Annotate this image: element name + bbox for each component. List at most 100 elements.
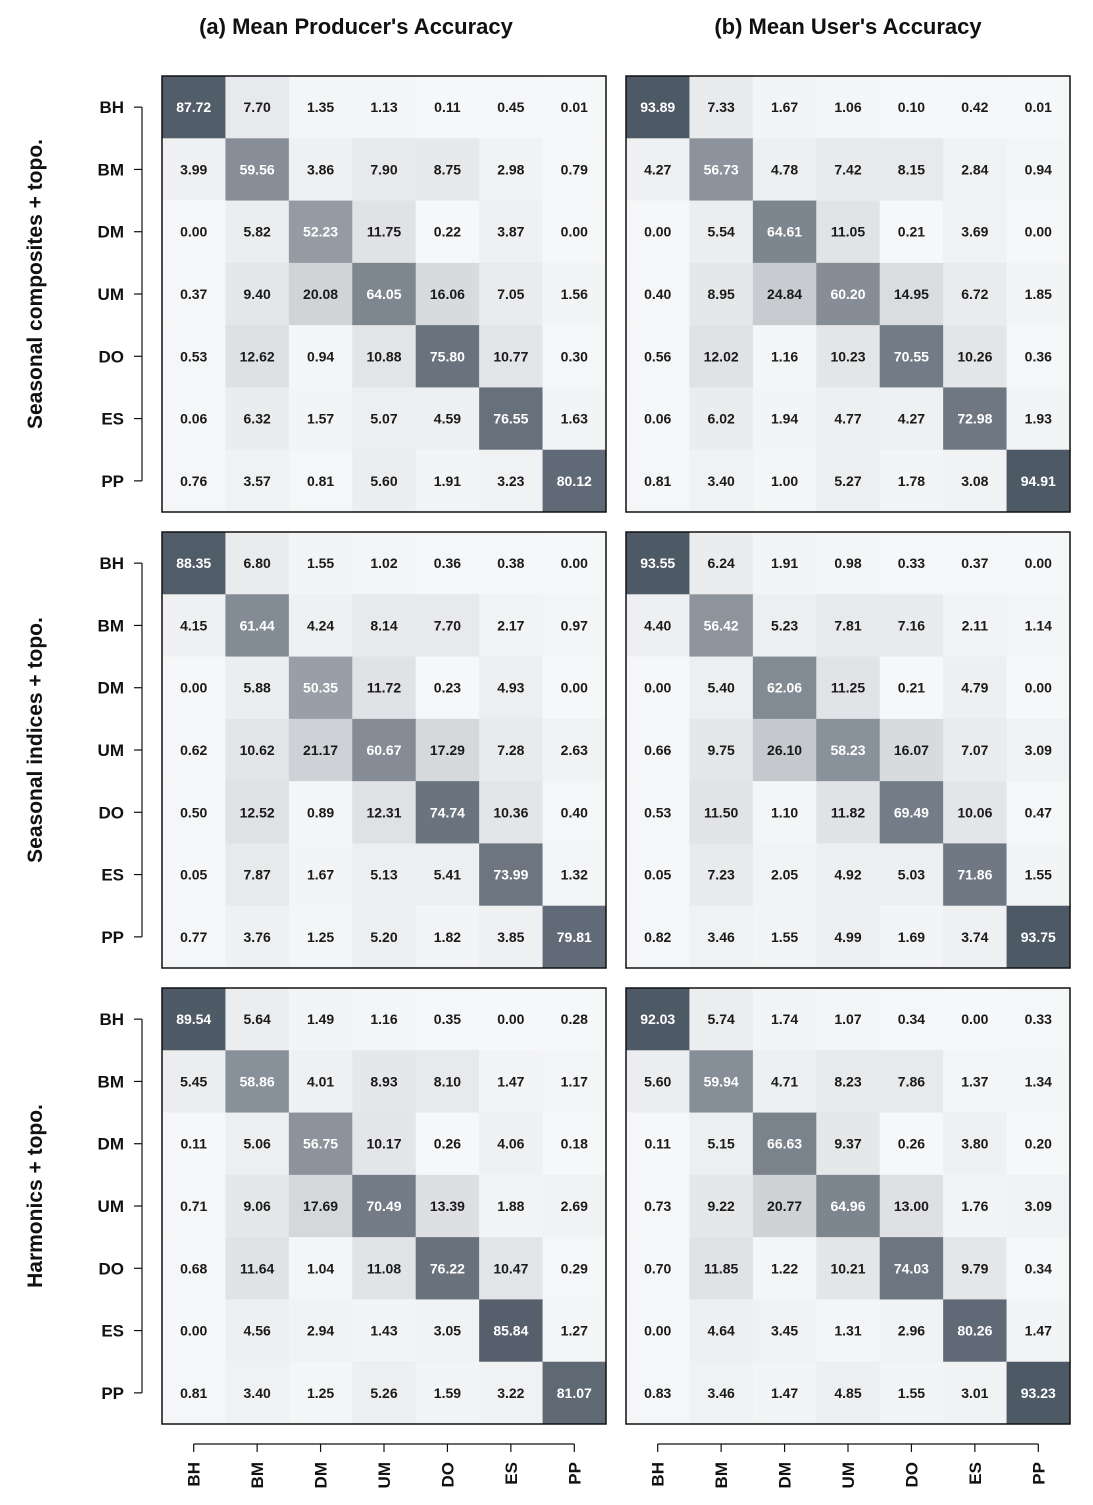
cell-value-label: 0.01 (561, 99, 588, 115)
cell-value-label: 85.84 (493, 1323, 528, 1339)
heatmap-cell (288, 905, 353, 969)
heatmap-cell (225, 1174, 290, 1238)
y-tick-label-BM: BM (98, 1072, 124, 1091)
heatmap-cell (879, 1299, 944, 1363)
cell-value-label: 4.27 (644, 161, 671, 177)
heatmap-cell (752, 200, 817, 264)
cell-value-label: 1.37 (961, 1073, 988, 1089)
heatmap-cell (689, 781, 754, 844)
heatmap-cell (479, 387, 543, 451)
cell-value-label: 1.06 (834, 99, 861, 115)
cell-value-label: 9.37 (834, 1136, 861, 1152)
cell-value-label: 0.36 (1025, 348, 1052, 364)
heatmap-cell (689, 988, 754, 1051)
heatmap-cell (542, 1050, 607, 1113)
cell-value-label: 0.00 (180, 680, 207, 696)
cell-value-label: 0.34 (898, 1011, 925, 1027)
cell-value-label: 5.45 (180, 1073, 207, 1089)
cell-value-label: 10.06 (957, 804, 992, 820)
cell-value-label: 66.63 (767, 1136, 802, 1152)
heatmap-cell (288, 1174, 353, 1238)
y-tick-label-DO: DO (99, 803, 125, 822)
heatmap-cell (752, 1112, 817, 1176)
heatmap-cell (288, 781, 353, 844)
cell-value-label: 5.07 (370, 411, 397, 427)
y-tick-label-ES: ES (101, 1322, 124, 1341)
heatmap-cell (1006, 200, 1071, 264)
heatmap-cell (162, 718, 226, 782)
cell-value-label: 1.32 (561, 867, 588, 883)
cell-value-label: 2.94 (307, 1323, 334, 1339)
heatmap-cell (479, 76, 543, 139)
cell-value-label: 58.23 (830, 742, 865, 758)
cell-value-label: 7.70 (244, 99, 271, 115)
heatmap-cell (626, 781, 690, 844)
heatmap-cell (352, 1361, 417, 1425)
cell-value-label: 1.55 (1025, 867, 1052, 883)
heatmap-cell (1006, 1299, 1071, 1363)
heatmap-cell (288, 1112, 353, 1176)
heatmap-cell (1006, 1174, 1071, 1238)
heatmap-cell (415, 905, 480, 969)
heatmap-cell (225, 656, 290, 720)
cell-value-label: 3.46 (708, 929, 735, 945)
cell-value-label: 0.06 (180, 411, 207, 427)
cell-value-label: 0.05 (644, 867, 671, 883)
heatmap-cell (943, 988, 1007, 1051)
heatmap-cell (225, 387, 290, 451)
cell-value-label: 3.74 (961, 929, 988, 945)
cell-value-label: 10.62 (240, 742, 275, 758)
heatmap-cell (415, 1174, 480, 1238)
y-tick-label-BH: BH (99, 98, 124, 117)
heatmap-cell (479, 200, 543, 264)
heatmap-cell (689, 76, 754, 139)
heatmap-cell (415, 262, 480, 326)
heatmap-cell (162, 1237, 226, 1300)
heatmap-cell (162, 76, 226, 139)
heatmap-cell (879, 1237, 944, 1300)
cell-value-label: 7.23 (708, 867, 735, 883)
heatmap-cell (225, 262, 290, 326)
cell-value-label: 5.40 (708, 680, 735, 696)
heatmap-cell (752, 1361, 817, 1425)
heatmap-cell (225, 200, 290, 264)
cell-value-label: 2.05 (771, 867, 798, 883)
cell-value-label: 75.80 (430, 348, 465, 364)
cell-value-label: 0.29 (561, 1260, 588, 1276)
cell-value-label: 0.00 (1025, 680, 1052, 696)
heatmap-cell (816, 594, 881, 657)
cell-value-label: 5.27 (834, 473, 861, 489)
cell-value-label: 0.00 (1025, 555, 1052, 571)
cell-value-label: 80.12 (557, 473, 592, 489)
cell-value-label: 3.57 (244, 473, 271, 489)
cell-value-label: 4.64 (708, 1323, 735, 1339)
cell-value-label: 0.10 (898, 99, 925, 115)
heatmap-cell (288, 1237, 353, 1300)
heatmap-cell (879, 905, 944, 969)
heatmap-cell (689, 325, 754, 388)
cell-value-label: 56.42 (704, 617, 739, 633)
cell-value-label: 5.88 (244, 680, 271, 696)
x-tick-label-UM: UM (839, 1462, 858, 1488)
heatmap-cell (752, 76, 817, 139)
cell-value-label: 5.64 (244, 1011, 271, 1027)
cell-value-label: 0.81 (307, 473, 334, 489)
heatmap-cell (816, 76, 881, 139)
cell-value-label: 0.76 (180, 473, 207, 489)
heatmap-cell (352, 200, 417, 264)
cell-value-label: 7.33 (708, 99, 735, 115)
cell-value-label: 1.93 (1025, 411, 1052, 427)
heatmap-cell (689, 200, 754, 264)
cell-value-label: 4.79 (961, 680, 988, 696)
cell-value-label: 6.32 (244, 411, 271, 427)
cell-value-label: 10.77 (493, 348, 528, 364)
cell-value-label: 5.60 (370, 473, 397, 489)
x-tick-label-ES: ES (502, 1462, 521, 1485)
heatmap-cell (689, 532, 754, 595)
cell-value-label: 0.77 (180, 929, 207, 945)
cell-value-label: 3.87 (497, 224, 524, 240)
heatmap-cell (752, 594, 817, 657)
heatmap-cell (689, 449, 754, 513)
cell-value-label: 4.06 (497, 1136, 524, 1152)
cell-value-label: 1.69 (898, 929, 925, 945)
